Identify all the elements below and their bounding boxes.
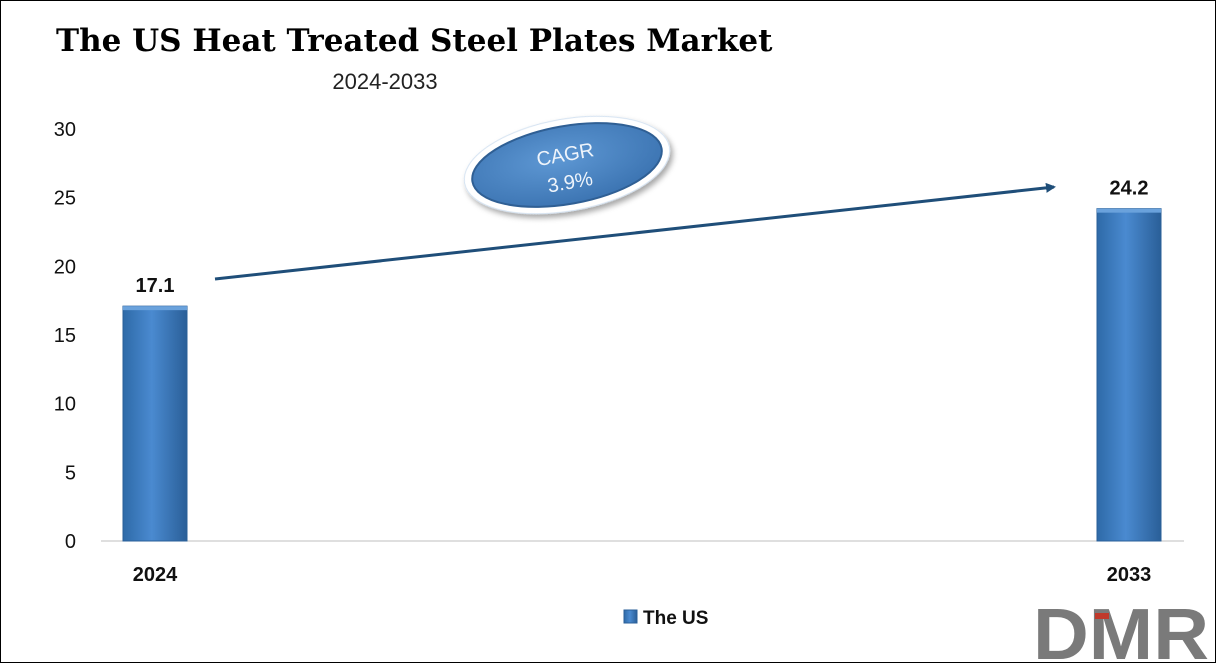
legend-swatch	[623, 609, 638, 624]
y-tick-label: 0	[65, 531, 76, 553]
data-label: 17.1	[136, 275, 175, 297]
y-tick-label: 30	[54, 119, 76, 141]
y-tick-label: 25	[54, 188, 76, 210]
legend-label: The US	[643, 608, 708, 629]
chart-title: The US Heat Treated Steel Plates Market	[56, 23, 773, 59]
bars-group: 17.1 24.2	[122, 178, 1162, 542]
x-tick-label: 2024	[133, 564, 178, 586]
bar-top-bevel	[123, 306, 187, 311]
y-axis: 0 5 10 15 20 25 30	[54, 119, 76, 553]
legend: The US	[623, 608, 708, 629]
chart-subtitle: 2024-2033	[332, 69, 437, 94]
y-tick-label: 5	[65, 462, 76, 484]
y-tick-label: 20	[54, 256, 76, 278]
x-axis-labels: 2024 2033	[133, 564, 1152, 586]
cagr-bubble: CAGR 3.9%	[463, 115, 671, 215]
y-tick-label: 10	[54, 394, 76, 416]
logo-text: DMR	[1033, 595, 1209, 662]
dmr-logo: DMR	[1033, 595, 1209, 662]
y-tick-label: 15	[54, 325, 76, 347]
cagr-arrow	[214, 182, 1056, 281]
bar-top-bevel	[1097, 208, 1161, 213]
logo-accent	[1095, 613, 1109, 619]
data-label: 24.2	[1110, 178, 1149, 200]
x-tick-label: 2033	[1107, 564, 1152, 586]
bar-2033	[1096, 208, 1162, 542]
bar-2024	[122, 305, 188, 542]
